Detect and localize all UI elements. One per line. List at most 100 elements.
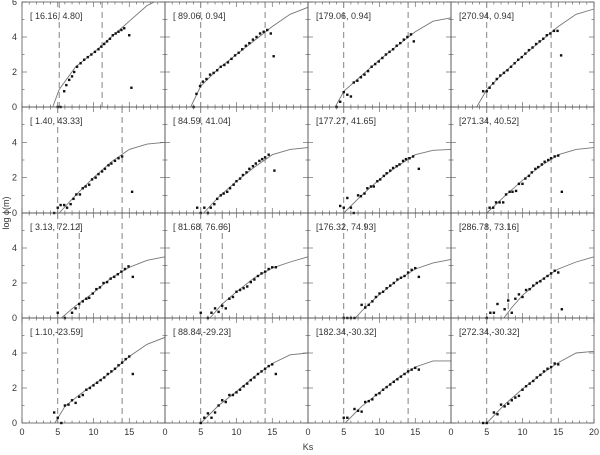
data-point	[221, 399, 224, 402]
data-point	[230, 57, 233, 61]
data-point	[90, 178, 94, 181]
data-point	[222, 192, 225, 195]
data-point	[244, 44, 247, 47]
data-point	[224, 400, 227, 404]
data-point	[527, 174, 531, 178]
data-point	[485, 90, 488, 93]
panel-label: [ 89.06, 0.94]	[173, 11, 226, 21]
data-point	[364, 306, 367, 309]
data-point	[67, 403, 70, 406]
data-point	[374, 295, 378, 299]
data-point	[94, 176, 97, 179]
data-point	[256, 274, 260, 278]
y-axis-title: log ϕ(m)	[1, 196, 11, 229]
data-point	[342, 416, 345, 419]
data-point	[105, 280, 109, 284]
data-point	[557, 154, 560, 157]
data-point	[213, 411, 217, 414]
data-point	[231, 295, 235, 299]
fit-curve	[203, 147, 309, 214]
data-point	[88, 296, 91, 300]
data-point	[399, 41, 402, 45]
data-point	[524, 385, 528, 388]
data-point	[412, 40, 416, 43]
data-point	[494, 201, 498, 204]
data-point	[356, 79, 359, 82]
data-point	[392, 281, 395, 285]
data-point	[342, 90, 345, 94]
data-point	[256, 372, 260, 376]
y-tick-label: 6	[12, 0, 17, 7]
x-tick-label: 10	[517, 427, 527, 437]
data-point	[198, 84, 202, 88]
data-point	[560, 308, 564, 311]
data-point	[85, 388, 88, 391]
y-tick-label: 4	[12, 348, 17, 358]
x-tick-label: 10	[374, 427, 384, 437]
data-point	[382, 174, 385, 178]
data-point	[95, 287, 98, 291]
data-point	[521, 182, 524, 186]
data-point	[59, 203, 62, 207]
data-point	[520, 55, 523, 59]
data-point	[100, 170, 104, 173]
y-tick-label: 4	[12, 243, 17, 253]
data-point	[81, 393, 84, 397]
data-point	[72, 70, 76, 74]
fit-curve	[52, 1, 155, 108]
data-point	[219, 65, 222, 68]
data-point	[338, 100, 342, 103]
data-point	[507, 402, 510, 405]
data-point	[359, 76, 363, 79]
panel-1-1: [ 84.59, 41.04]	[164, 106, 309, 215]
data-point	[369, 185, 373, 188]
data-point	[492, 311, 496, 314]
data-point	[206, 412, 210, 415]
data-point	[210, 311, 213, 314]
panel-0-1: [ 89.06, 0.94]	[164, 1, 309, 109]
data-point	[228, 187, 232, 190]
data-point	[549, 272, 553, 275]
data-point	[100, 45, 103, 48]
panel-1-2: [177.27, 41.65]	[307, 106, 452, 215]
data-point	[75, 193, 78, 196]
data-point	[371, 300, 374, 303]
panel-label: [ 1.10,-23.59]	[30, 327, 83, 337]
data-point	[78, 395, 81, 398]
fit-curve	[334, 17, 452, 108]
data-point	[86, 55, 89, 59]
data-point	[131, 372, 135, 376]
data-point	[123, 27, 126, 30]
data-point	[504, 193, 508, 196]
data-point	[114, 32, 117, 35]
y-tick-label: 2	[12, 278, 17, 288]
panel-label: [ 16.16, 4.80]	[30, 11, 83, 21]
data-point	[237, 51, 240, 54]
data-point	[385, 385, 388, 389]
data-point	[231, 393, 235, 397]
data-point	[67, 78, 71, 82]
data-point	[395, 44, 398, 47]
y-tick-label: 2	[12, 383, 17, 393]
data-point	[507, 299, 510, 302]
data-point	[538, 40, 541, 43]
data-point	[226, 190, 229, 193]
data-point	[251, 38, 255, 41]
panel-label: [ 81.68, 76.66]	[173, 222, 231, 232]
data-point	[517, 182, 521, 186]
data-point	[547, 158, 550, 162]
data-point	[539, 373, 542, 377]
panel-0-0: [ 16.16, 4.80] 0 2 4 6	[12, 0, 166, 112]
data-point	[120, 155, 124, 158]
data-point	[203, 206, 206, 209]
data-point	[509, 65, 513, 68]
panel-2-2: [176.32, 74.93]	[307, 212, 452, 320]
fit-curve	[54, 336, 166, 424]
data-point	[235, 290, 238, 293]
data-point	[130, 190, 134, 193]
data-point	[271, 363, 274, 366]
data-point	[117, 30, 120, 33]
data-point	[228, 297, 231, 300]
data-point	[110, 370, 113, 373]
